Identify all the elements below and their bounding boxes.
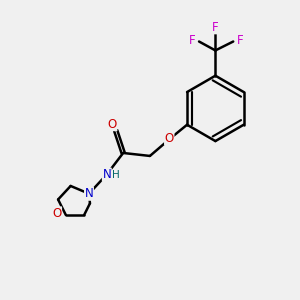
Text: O: O xyxy=(107,118,117,130)
Text: F: F xyxy=(189,34,196,46)
Text: N: N xyxy=(85,187,93,200)
Text: F: F xyxy=(212,21,219,34)
Text: O: O xyxy=(165,132,174,145)
Text: N: N xyxy=(102,168,111,181)
Text: F: F xyxy=(236,34,243,46)
Text: H: H xyxy=(112,170,120,180)
Text: O: O xyxy=(52,207,62,220)
